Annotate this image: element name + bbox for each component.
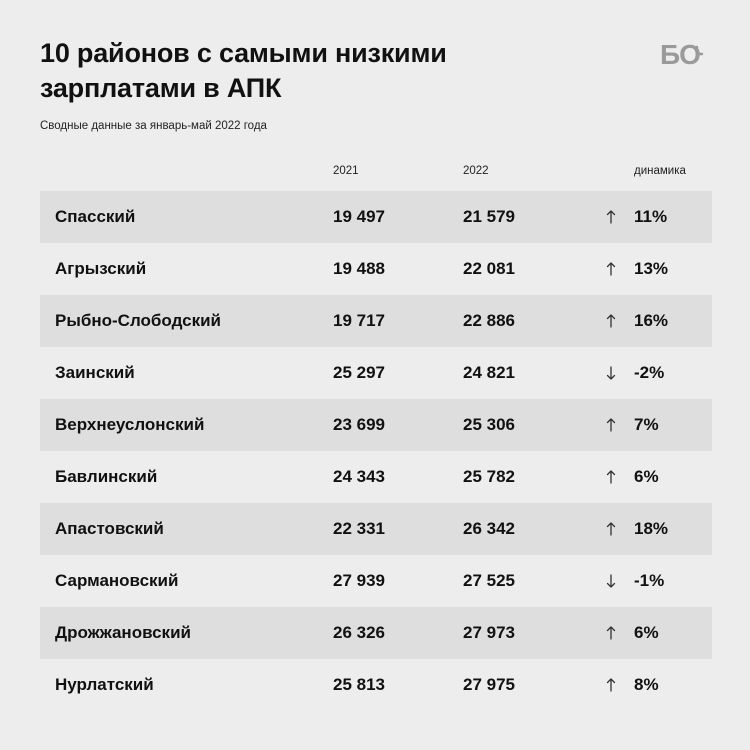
district-name: Верхнеуслонский bbox=[55, 415, 205, 434]
value-2022: 21 579 bbox=[463, 207, 515, 226]
table-row: Нурлатский 25 813 27 975 8% bbox=[40, 659, 712, 711]
district-name: Бавлинский bbox=[55, 467, 158, 486]
table-row: Бавлинский 24 343 25 782 6% bbox=[40, 451, 712, 503]
district-name: Сармановский bbox=[55, 571, 179, 590]
district-name: Заинский bbox=[55, 363, 135, 382]
bo-logo: БО bbox=[660, 39, 704, 70]
value-2021: 19 488 bbox=[333, 259, 385, 278]
change-percent: 16% bbox=[634, 311, 669, 330]
district-name: Нурлатский bbox=[55, 675, 154, 694]
bo-logo-text: БО bbox=[660, 39, 700, 70]
value-2022: 27 525 bbox=[463, 571, 515, 590]
value-2022: 22 081 bbox=[463, 259, 515, 278]
arrow-up-icon bbox=[606, 314, 616, 328]
table-row: Апастовский 22 331 26 342 18% bbox=[40, 503, 712, 555]
arrow-up-icon bbox=[606, 418, 616, 432]
column-header-2022: 2022 bbox=[463, 165, 489, 177]
salary-table: Спасский 19 497 21 579 11% Агрызский 19 488 22… bbox=[40, 191, 712, 711]
arrow-up-icon bbox=[606, 262, 616, 276]
value-2022: 25 306 bbox=[463, 415, 515, 434]
district-name: Спасский bbox=[55, 207, 136, 226]
change-percent: 13% bbox=[634, 259, 669, 278]
table-row: Верхнеуслонский 23 699 25 306 7% bbox=[40, 399, 712, 451]
change-percent: -2% bbox=[634, 363, 665, 382]
value-2022: 22 886 bbox=[463, 311, 515, 330]
value-2022: 26 342 bbox=[463, 519, 515, 538]
value-2021: 25 813 bbox=[333, 675, 385, 694]
district-name: Дрожжановский bbox=[55, 623, 191, 642]
arrow-up-icon bbox=[606, 626, 616, 640]
value-2021: 25 297 bbox=[333, 363, 385, 382]
change-percent: 7% bbox=[634, 415, 659, 434]
value-2022: 24 821 bbox=[463, 363, 515, 382]
value-2021: 23 699 bbox=[333, 415, 385, 434]
district-name: Рыбно-Слободский bbox=[55, 311, 221, 330]
district-name: Апастовский bbox=[55, 519, 164, 538]
arrow-down-icon bbox=[606, 574, 616, 588]
chart-subtitle: Сводные данные за январь-май 2022 года bbox=[40, 120, 267, 132]
value-2022: 27 975 bbox=[463, 675, 515, 694]
change-percent: 6% bbox=[634, 623, 659, 642]
column-header-2021: 2021 bbox=[333, 165, 359, 177]
table-row: Заинский 25 297 24 821 -2% bbox=[40, 347, 712, 399]
value-2021: 22 331 bbox=[333, 519, 385, 538]
value-2021: 19 717 bbox=[333, 311, 385, 330]
district-name: Агрызский bbox=[55, 259, 147, 278]
value-2021: 19 497 bbox=[333, 207, 385, 226]
value-2021: 26 326 bbox=[333, 623, 385, 642]
clock-icon bbox=[695, 45, 704, 56]
arrow-up-icon bbox=[606, 210, 616, 224]
arrow-up-icon bbox=[606, 678, 616, 692]
value-2021: 27 939 bbox=[333, 571, 385, 590]
change-percent: 11% bbox=[634, 207, 668, 226]
table-row: Агрызский 19 488 22 081 13% bbox=[40, 243, 712, 295]
arrow-up-icon bbox=[606, 470, 616, 484]
value-2022: 27 973 bbox=[463, 623, 515, 642]
column-header-dynamics: динамика bbox=[634, 165, 686, 177]
chart-title: 10 районов с самыми низкими зарплатами в… bbox=[40, 38, 447, 103]
value-2021: 24 343 bbox=[333, 467, 385, 486]
arrow-down-icon bbox=[606, 366, 616, 380]
table-row: Сармановский 27 939 27 525 -1% bbox=[40, 555, 712, 607]
arrow-up-icon bbox=[606, 522, 616, 536]
table-row: Дрожжановский 26 326 27 973 6% bbox=[40, 607, 712, 659]
table-row: Рыбно-Слободский 19 717 22 886 16% bbox=[40, 295, 712, 347]
change-percent: 6% bbox=[634, 467, 659, 486]
value-2022: 25 782 bbox=[463, 467, 515, 486]
table-row: Спасский 19 497 21 579 11% bbox=[40, 191, 712, 243]
change-percent: 18% bbox=[634, 519, 669, 538]
change-percent: 8% bbox=[634, 675, 659, 694]
change-percent: -1% bbox=[634, 571, 665, 590]
